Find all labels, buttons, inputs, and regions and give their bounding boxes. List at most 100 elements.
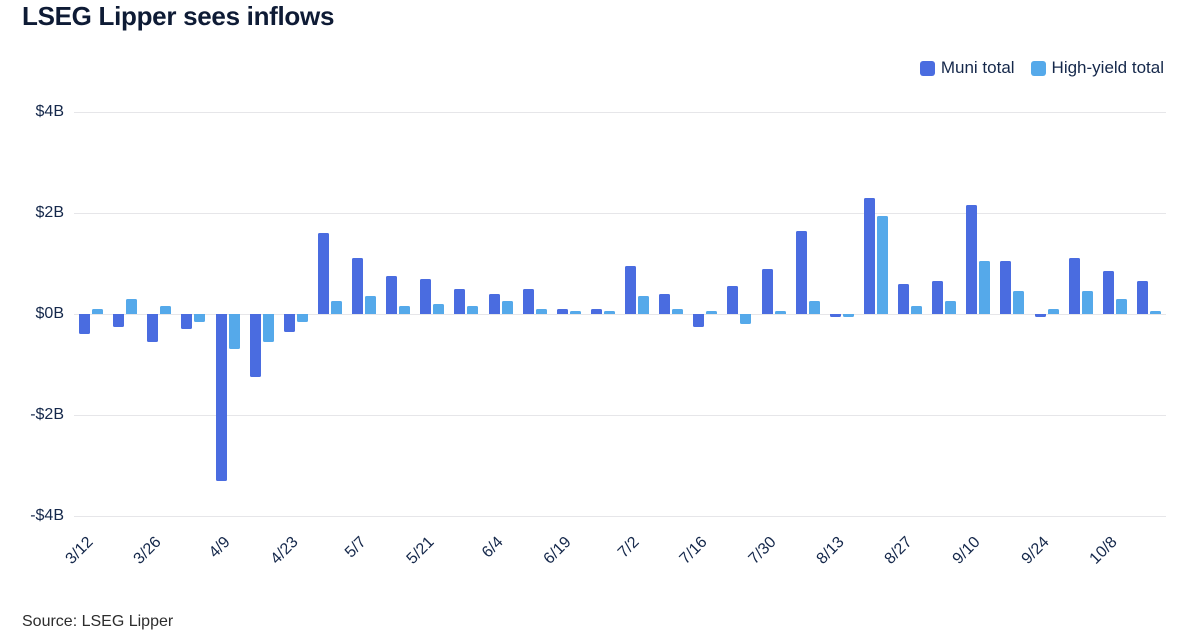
legend: Muni total High-yield total xyxy=(919,58,1164,78)
x-axis-label: 8/13 xyxy=(813,533,848,568)
bar-muni xyxy=(693,314,705,327)
muni-swatch-icon xyxy=(919,60,935,76)
bar-muni xyxy=(1034,314,1046,317)
bar-chart-plot-area: $4B $2B $0B -$2B -$4B 3/12 3/26 4/9 4/23 5/7 5/21 6… xyxy=(22,98,1172,593)
bar-muni xyxy=(79,314,91,335)
source-note: Source: LSEG Lipper xyxy=(22,613,174,630)
bar-high-yield xyxy=(740,314,752,325)
high-yield-swatch-icon xyxy=(1030,60,1046,76)
y-axis-label: -$2B xyxy=(30,406,64,423)
x-axis-label: 10/8 xyxy=(1086,533,1121,568)
gridline xyxy=(74,415,1166,416)
bar-high-yield xyxy=(1149,311,1161,314)
bar-muni xyxy=(1068,258,1080,314)
y-axis-label: $4B xyxy=(35,103,64,120)
bar-muni xyxy=(488,293,500,314)
bar-high-yield xyxy=(433,303,445,314)
bar-high-yield xyxy=(501,301,513,314)
x-axis-label: 4/9 xyxy=(205,533,234,562)
x-axis-label: 9/10 xyxy=(949,533,984,568)
bar-muni xyxy=(522,288,534,314)
bar-muni xyxy=(454,288,466,314)
bar-high-yield xyxy=(1013,291,1025,314)
bar-high-yield xyxy=(706,311,718,314)
bar-high-yield xyxy=(296,314,308,322)
bar-muni xyxy=(1136,281,1148,314)
bar-high-yield xyxy=(808,301,820,314)
bar-muni xyxy=(590,308,602,314)
bar-muni xyxy=(795,230,807,314)
bar-high-yield xyxy=(365,296,377,314)
x-axis-label: 6/19 xyxy=(540,533,575,568)
bar-high-yield xyxy=(979,260,991,314)
x-axis-label: 5/7 xyxy=(341,533,370,562)
bar-high-yield xyxy=(126,298,138,314)
x-axis-label: 7/30 xyxy=(745,533,780,568)
bar-high-yield xyxy=(876,215,888,314)
bar-muni xyxy=(1102,271,1114,314)
gridline xyxy=(74,213,1166,214)
x-axis-label: 6/4 xyxy=(478,533,507,562)
y-axis-label: -$4B xyxy=(30,507,64,524)
bar-muni xyxy=(761,268,773,314)
x-axis-label: 7/16 xyxy=(676,533,711,568)
x-axis-label: 4/23 xyxy=(267,533,302,568)
bar-muni xyxy=(215,314,227,481)
bar-muni xyxy=(113,314,125,327)
bar-muni xyxy=(727,286,739,314)
bar-muni xyxy=(181,314,193,330)
bar-high-yield xyxy=(330,301,342,314)
bar-high-yield xyxy=(1115,298,1127,314)
bar-muni xyxy=(283,314,295,332)
bar-high-yield xyxy=(535,308,547,314)
bar-muni xyxy=(317,233,329,314)
bar-high-yield xyxy=(262,314,274,342)
bar-high-yield xyxy=(638,296,650,314)
bar-muni xyxy=(932,281,944,314)
legend-item-high-yield: High-yield total xyxy=(1030,58,1164,78)
x-axis-label: 5/21 xyxy=(403,533,438,568)
y-axis-label: $0B xyxy=(35,305,64,322)
bar-muni xyxy=(966,205,978,314)
bar-high-yield xyxy=(569,311,581,314)
bar-muni xyxy=(1000,260,1012,314)
x-axis-label: 7/2 xyxy=(614,533,643,562)
bar-high-yield xyxy=(1081,291,1093,314)
bar-high-yield xyxy=(672,308,684,314)
gridline xyxy=(74,112,1166,113)
bar-muni xyxy=(249,314,261,378)
bar-high-yield xyxy=(92,308,104,314)
bar-high-yield xyxy=(399,306,411,314)
gridline xyxy=(74,516,1166,517)
y-axis-label: $2B xyxy=(35,204,64,221)
bar-high-yield xyxy=(842,314,854,317)
bar-muni xyxy=(829,314,841,317)
bar-high-yield xyxy=(945,301,957,314)
bar-muni xyxy=(556,308,568,314)
bar-muni xyxy=(625,266,637,314)
bar-muni xyxy=(352,258,364,314)
bar-high-yield xyxy=(194,314,206,322)
bar-high-yield xyxy=(774,311,786,314)
bar-high-yield xyxy=(1047,308,1059,314)
x-axis-label: 3/12 xyxy=(62,533,97,568)
bar-muni xyxy=(659,293,671,314)
bar-high-yield xyxy=(911,306,923,314)
legend-label-muni: Muni total xyxy=(940,58,1015,77)
x-axis-label: 3/26 xyxy=(130,533,165,568)
chart-title: LSEG Lipper sees inflows xyxy=(22,1,335,31)
legend-item-muni: Muni total xyxy=(919,58,1015,78)
bar-high-yield xyxy=(160,306,172,314)
bar-muni xyxy=(386,276,398,314)
legend-label-high-yield: High-yield total xyxy=(1051,58,1164,77)
bar-muni xyxy=(420,278,432,314)
x-axis-label: 8/27 xyxy=(881,533,916,568)
bar-muni xyxy=(898,283,910,314)
gridline xyxy=(74,314,1166,315)
x-axis-label: 9/24 xyxy=(1018,533,1053,568)
bar-high-yield xyxy=(467,306,479,314)
bar-high-yield xyxy=(228,314,240,350)
bar-muni xyxy=(863,197,875,314)
bar-high-yield xyxy=(603,311,615,314)
